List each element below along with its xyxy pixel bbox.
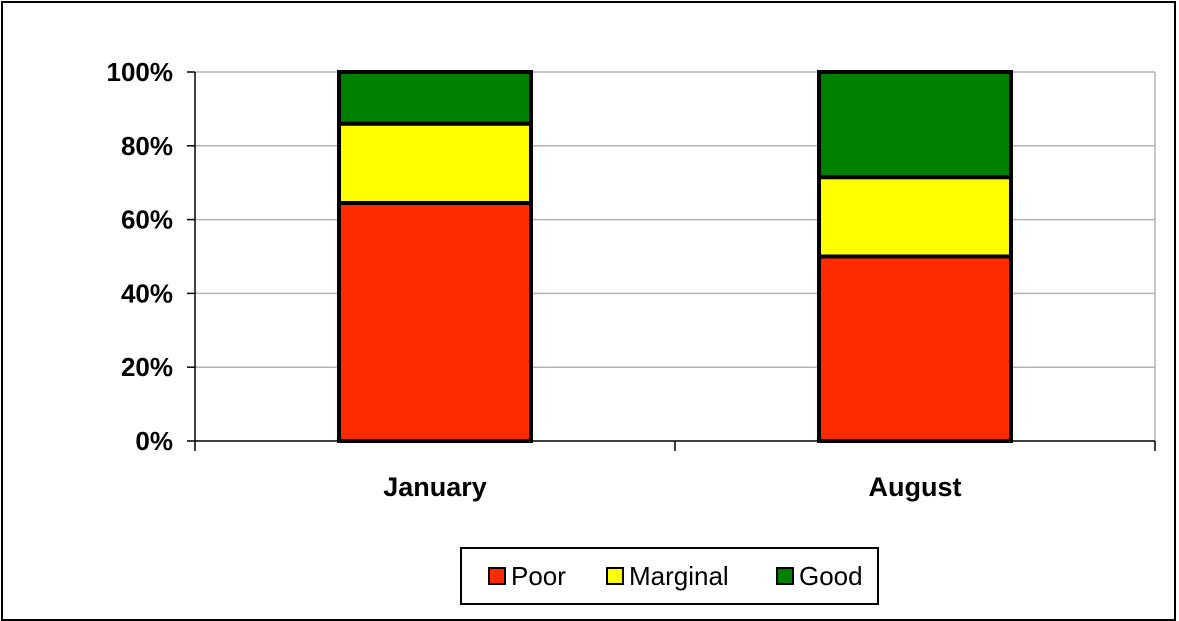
x-category-label: August bbox=[869, 472, 962, 502]
bar-segment-good-january bbox=[337, 70, 533, 126]
y-tick-label: 100% bbox=[107, 57, 174, 87]
legend-swatch-marginal bbox=[606, 567, 624, 585]
legend-label-marginal: Marginal bbox=[629, 561, 729, 591]
bar-segment-poor-january bbox=[337, 200, 533, 443]
legend-label-poor: Poor bbox=[511, 561, 566, 591]
x-category-label: January bbox=[383, 472, 487, 502]
legend-swatch-poor bbox=[488, 567, 506, 585]
y-tick-label: 20% bbox=[121, 352, 173, 382]
y-tick-label: 80% bbox=[121, 131, 173, 161]
bar-segment-poor-august bbox=[817, 254, 1013, 443]
bar-segment-marginal-august bbox=[817, 175, 1013, 259]
y-tick-label: 0% bbox=[135, 426, 173, 456]
y-tick-label: 60% bbox=[121, 205, 173, 235]
legend-box bbox=[460, 547, 879, 605]
legend: Poor Marginal Good bbox=[460, 547, 879, 605]
y-tick-label: 40% bbox=[121, 278, 173, 308]
legend-label-good: Good bbox=[799, 561, 863, 591]
bar-segment-marginal-january bbox=[337, 121, 533, 205]
axis-labels: 0% 20% 40% 60% 80% 100% January August bbox=[107, 57, 962, 502]
legend-swatch-good bbox=[776, 567, 794, 585]
bars bbox=[337, 70, 1013, 443]
bar-segment-good-august bbox=[817, 70, 1013, 180]
